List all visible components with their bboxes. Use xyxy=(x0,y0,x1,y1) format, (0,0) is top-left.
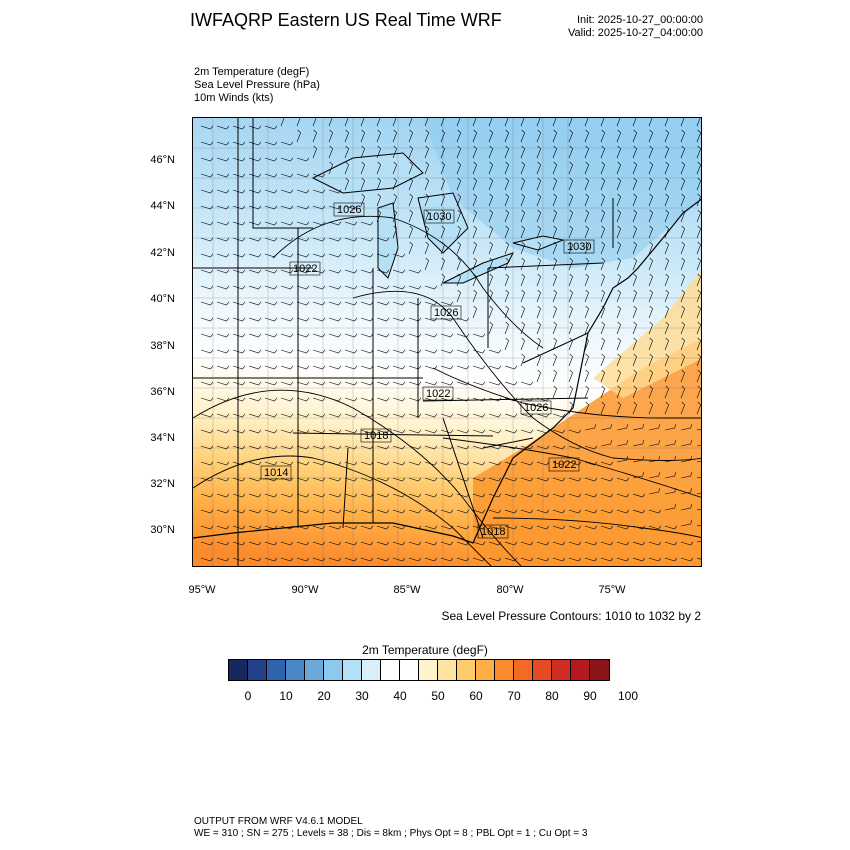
pressure-labels: 1026 1030 1022 1030 1026 1022 1026 1018 1014 1022… xyxy=(260,202,595,539)
wind-barbs xyxy=(200,118,701,562)
colorbar-cell xyxy=(324,660,343,680)
colorbar xyxy=(228,659,610,681)
colorbar-cell xyxy=(343,660,362,680)
colorbar-cell xyxy=(514,660,533,680)
colorbar-cell xyxy=(590,660,609,680)
field-label-pressure: Sea Level Pressure (hPa) xyxy=(194,79,320,91)
pressure-label: 1026 xyxy=(434,307,458,319)
colorbar-tick-label: 50 xyxy=(431,689,445,703)
colorbar-tick-label: 80 xyxy=(545,689,559,703)
colorbar-tick-label: 70 xyxy=(507,689,521,703)
colorbar-tick-label: 40 xyxy=(393,689,407,703)
lat-label-42n: 42°N xyxy=(150,247,175,259)
colorbar-cell xyxy=(419,660,438,680)
lon-label-95w: 95°W xyxy=(188,584,216,596)
pressure-label-box xyxy=(360,428,392,443)
lat-label-44n: 44°N xyxy=(150,200,175,212)
colorbar-tick-label: 100 xyxy=(617,689,639,703)
lon-label-90w: 90°W xyxy=(291,584,319,596)
lat-label-32n: 32°N xyxy=(150,478,175,490)
colorbar-cell xyxy=(533,660,552,680)
lat-label-40n: 40°N xyxy=(150,293,175,305)
lat-label-30n: 30°N xyxy=(150,524,175,536)
pressure-label: 1014 xyxy=(264,467,288,479)
colorbar-cell xyxy=(438,660,457,680)
colorbar-cell xyxy=(571,660,590,680)
pressure-label: 1026 xyxy=(337,204,361,216)
pressure-label-box xyxy=(477,524,509,539)
pressure-label-box xyxy=(563,239,595,254)
pressure-label-box xyxy=(333,202,365,217)
lake-erie xyxy=(442,252,514,284)
pressure-label: 1022 xyxy=(552,459,576,471)
pressure-label: 1018 xyxy=(481,526,505,538)
pressure-label: 1030 xyxy=(427,211,451,223)
footer-config-line: WE = 310 ; SN = 275 ; Levels = 38 ; Dis … xyxy=(194,828,588,839)
colorbar-tick-label: 60 xyxy=(469,689,483,703)
colorbar-tick-label: 10 xyxy=(279,689,293,703)
colorbar-tick-label: 90 xyxy=(583,689,597,703)
field-label-winds: 10m Winds (kts) xyxy=(194,92,274,104)
warm-ocean-region xyxy=(473,339,701,566)
pressure-label: 1018 xyxy=(364,430,388,442)
pressure-label-box xyxy=(520,400,552,415)
warm-atlantic-region xyxy=(593,270,701,398)
footer-model-line: OUTPUT FROM WRF V4.6.1 MODEL xyxy=(194,816,363,827)
wind-barb-field xyxy=(200,118,701,562)
pressure-label-box xyxy=(260,465,292,480)
colorbar-tick-label: 30 xyxy=(355,689,369,703)
colorbar-cell xyxy=(229,660,248,680)
pressure-label-box xyxy=(430,305,462,320)
colorbar-cell xyxy=(381,660,400,680)
pressure-contours xyxy=(193,215,701,566)
colorbar-tick-label: 20 xyxy=(317,689,331,703)
colorbar-cell xyxy=(552,660,571,680)
pressure-label: 1030 xyxy=(567,241,591,253)
colorbar-cell xyxy=(476,660,495,680)
lat-label-34n: 34°N xyxy=(150,432,175,444)
field-label-temperature: 2m Temperature (degF) xyxy=(194,66,310,78)
pressure-label: 1026 xyxy=(524,402,548,414)
lake-ontario xyxy=(512,235,565,251)
county-lines xyxy=(193,118,701,566)
lat-label-36n: 36°N xyxy=(150,386,175,398)
pressure-label-box xyxy=(423,209,455,224)
pressure-label: 1022 xyxy=(426,388,450,400)
map-canvas: 1026 1030 1022 1030 1026 1022 1026 1018 1014 1022… xyxy=(193,118,701,566)
lon-label-85w: 85°W xyxy=(393,584,421,596)
colorbar-title: 2m Temperature (degF) xyxy=(362,643,488,657)
pressure-label-box xyxy=(422,386,454,401)
valid-time: Valid: 2025-10-27_04:00:00 xyxy=(568,27,703,39)
pressure-label: 1022 xyxy=(293,263,317,275)
map-title: IWFAQRP Eastern US Real Time WRF xyxy=(190,10,502,30)
colorbar-cell xyxy=(457,660,476,680)
lon-label-80w: 80°W xyxy=(496,584,524,596)
colorbar-cell xyxy=(267,660,286,680)
colorbar-cell xyxy=(305,660,324,680)
weather-map: 1026 1030 1022 1030 1026 1022 1026 1018 1014 1022… xyxy=(192,117,702,567)
lon-label-75w: 75°W xyxy=(598,584,626,596)
lat-label-46n: 46°N xyxy=(150,154,175,166)
contour-note: Sea Level Pressure Contours: 1010 to 103… xyxy=(441,609,702,623)
pressure-label-box xyxy=(548,457,580,472)
lat-label-38n: 38°N xyxy=(150,340,175,352)
colorbar-cell xyxy=(400,660,419,680)
cold-northeast-region xyxy=(423,118,701,268)
colorbar-tick-label: 0 xyxy=(244,689,252,703)
colorbar-cell xyxy=(362,660,381,680)
pressure-label-box xyxy=(289,261,321,276)
colorbar-cell xyxy=(248,660,267,680)
colorbar-cell xyxy=(495,660,514,680)
init-time: Init: 2025-10-27_00:00:00 xyxy=(577,14,703,26)
colorbar-cell xyxy=(286,660,305,680)
